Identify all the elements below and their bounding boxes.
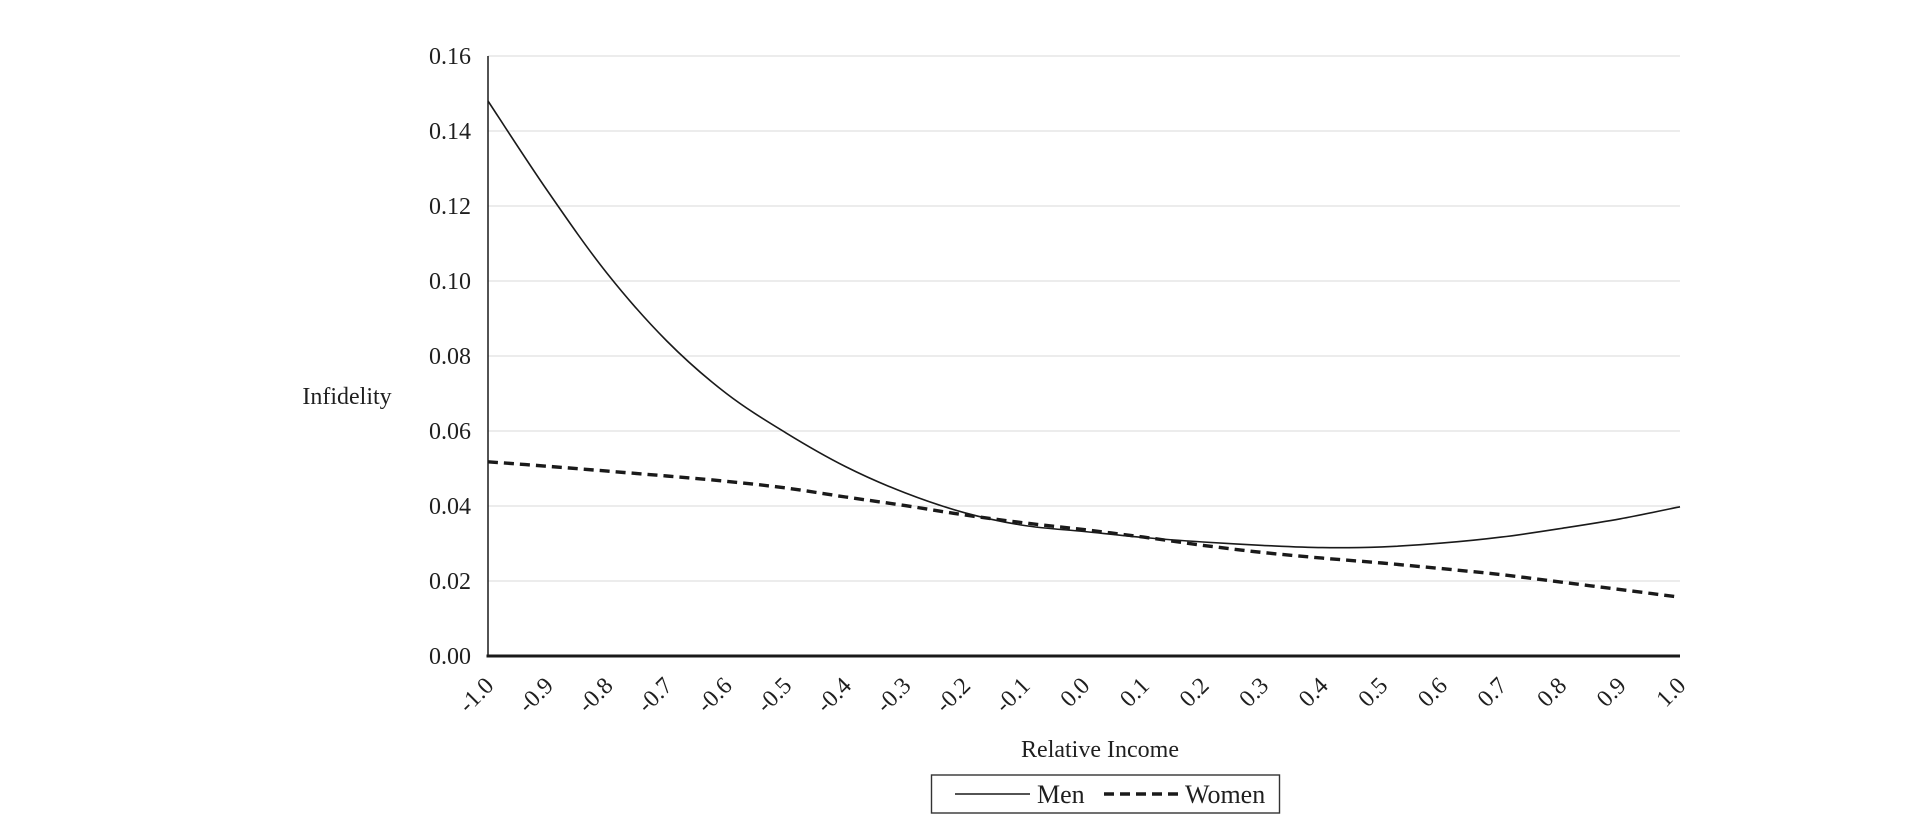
x-tick-label: -0.7 — [633, 673, 678, 718]
y-tick-label: 0.02 — [429, 569, 471, 595]
x-tick-label: 0.3 — [1234, 673, 1274, 713]
y-tick-label: 0.10 — [429, 269, 471, 295]
x-tick-label: 0.0 — [1056, 673, 1096, 713]
x-tick-label: -0.4 — [812, 673, 857, 718]
x-tick-label: -0.6 — [692, 673, 737, 718]
data-curves — [487, 100, 1681, 599]
y-axis-title: Infidelity — [302, 384, 391, 410]
x-tick-label: -0.8 — [573, 673, 618, 718]
series-line-men — [487, 100, 1681, 549]
x-tick-label: 0.8 — [1532, 673, 1572, 713]
y-axis-tick-labels: 0.00 0.02 0.04 0.06 0.08 0.10 0.12 0.14 0.16 — [429, 44, 471, 670]
x-axis-title: Relative Income — [1021, 737, 1179, 763]
series-line-women — [487, 460, 1681, 599]
legend-label-men: Men — [1037, 780, 1085, 809]
x-tick-label: -0.3 — [871, 673, 916, 718]
y-tick-label: 0.00 — [429, 644, 471, 670]
x-tick-label: 0.7 — [1473, 673, 1513, 713]
y-tick-label: 0.14 — [429, 119, 471, 145]
y-tick-label: 0.04 — [429, 494, 471, 520]
x-tick-label: -0.1 — [990, 673, 1035, 718]
y-tick-label: 0.12 — [429, 194, 471, 220]
legend-label-women: Women — [1185, 780, 1265, 809]
x-tick-label: 0.1 — [1115, 673, 1155, 713]
x-tick-label: -0.2 — [931, 673, 976, 718]
gridlines — [488, 55, 1680, 582]
x-tick-label: 0.2 — [1175, 673, 1215, 713]
x-tick-label: 0.5 — [1354, 673, 1394, 713]
x-tick-label: -1.0 — [454, 673, 499, 718]
x-axis-tick-labels: -1.0 -0.9 -0.8 -0.7 -0.6 -0.5 -0.4 -0.3 -0.2 -0.1… — [454, 673, 1691, 718]
x-tick-label: 0.9 — [1592, 673, 1632, 713]
legend: Men Women — [930, 774, 1281, 814]
y-tick-label: 0.16 — [429, 44, 471, 70]
x-tick-label: 1.0 — [1652, 673, 1692, 713]
y-tick-label: 0.06 — [429, 419, 471, 445]
x-tick-label: 0.4 — [1294, 673, 1334, 713]
y-tick-label: 0.08 — [429, 344, 471, 370]
x-tick-label: 0.6 — [1413, 673, 1453, 713]
x-tick-label: -0.5 — [752, 673, 797, 718]
x-tick-label: -0.9 — [514, 673, 559, 718]
